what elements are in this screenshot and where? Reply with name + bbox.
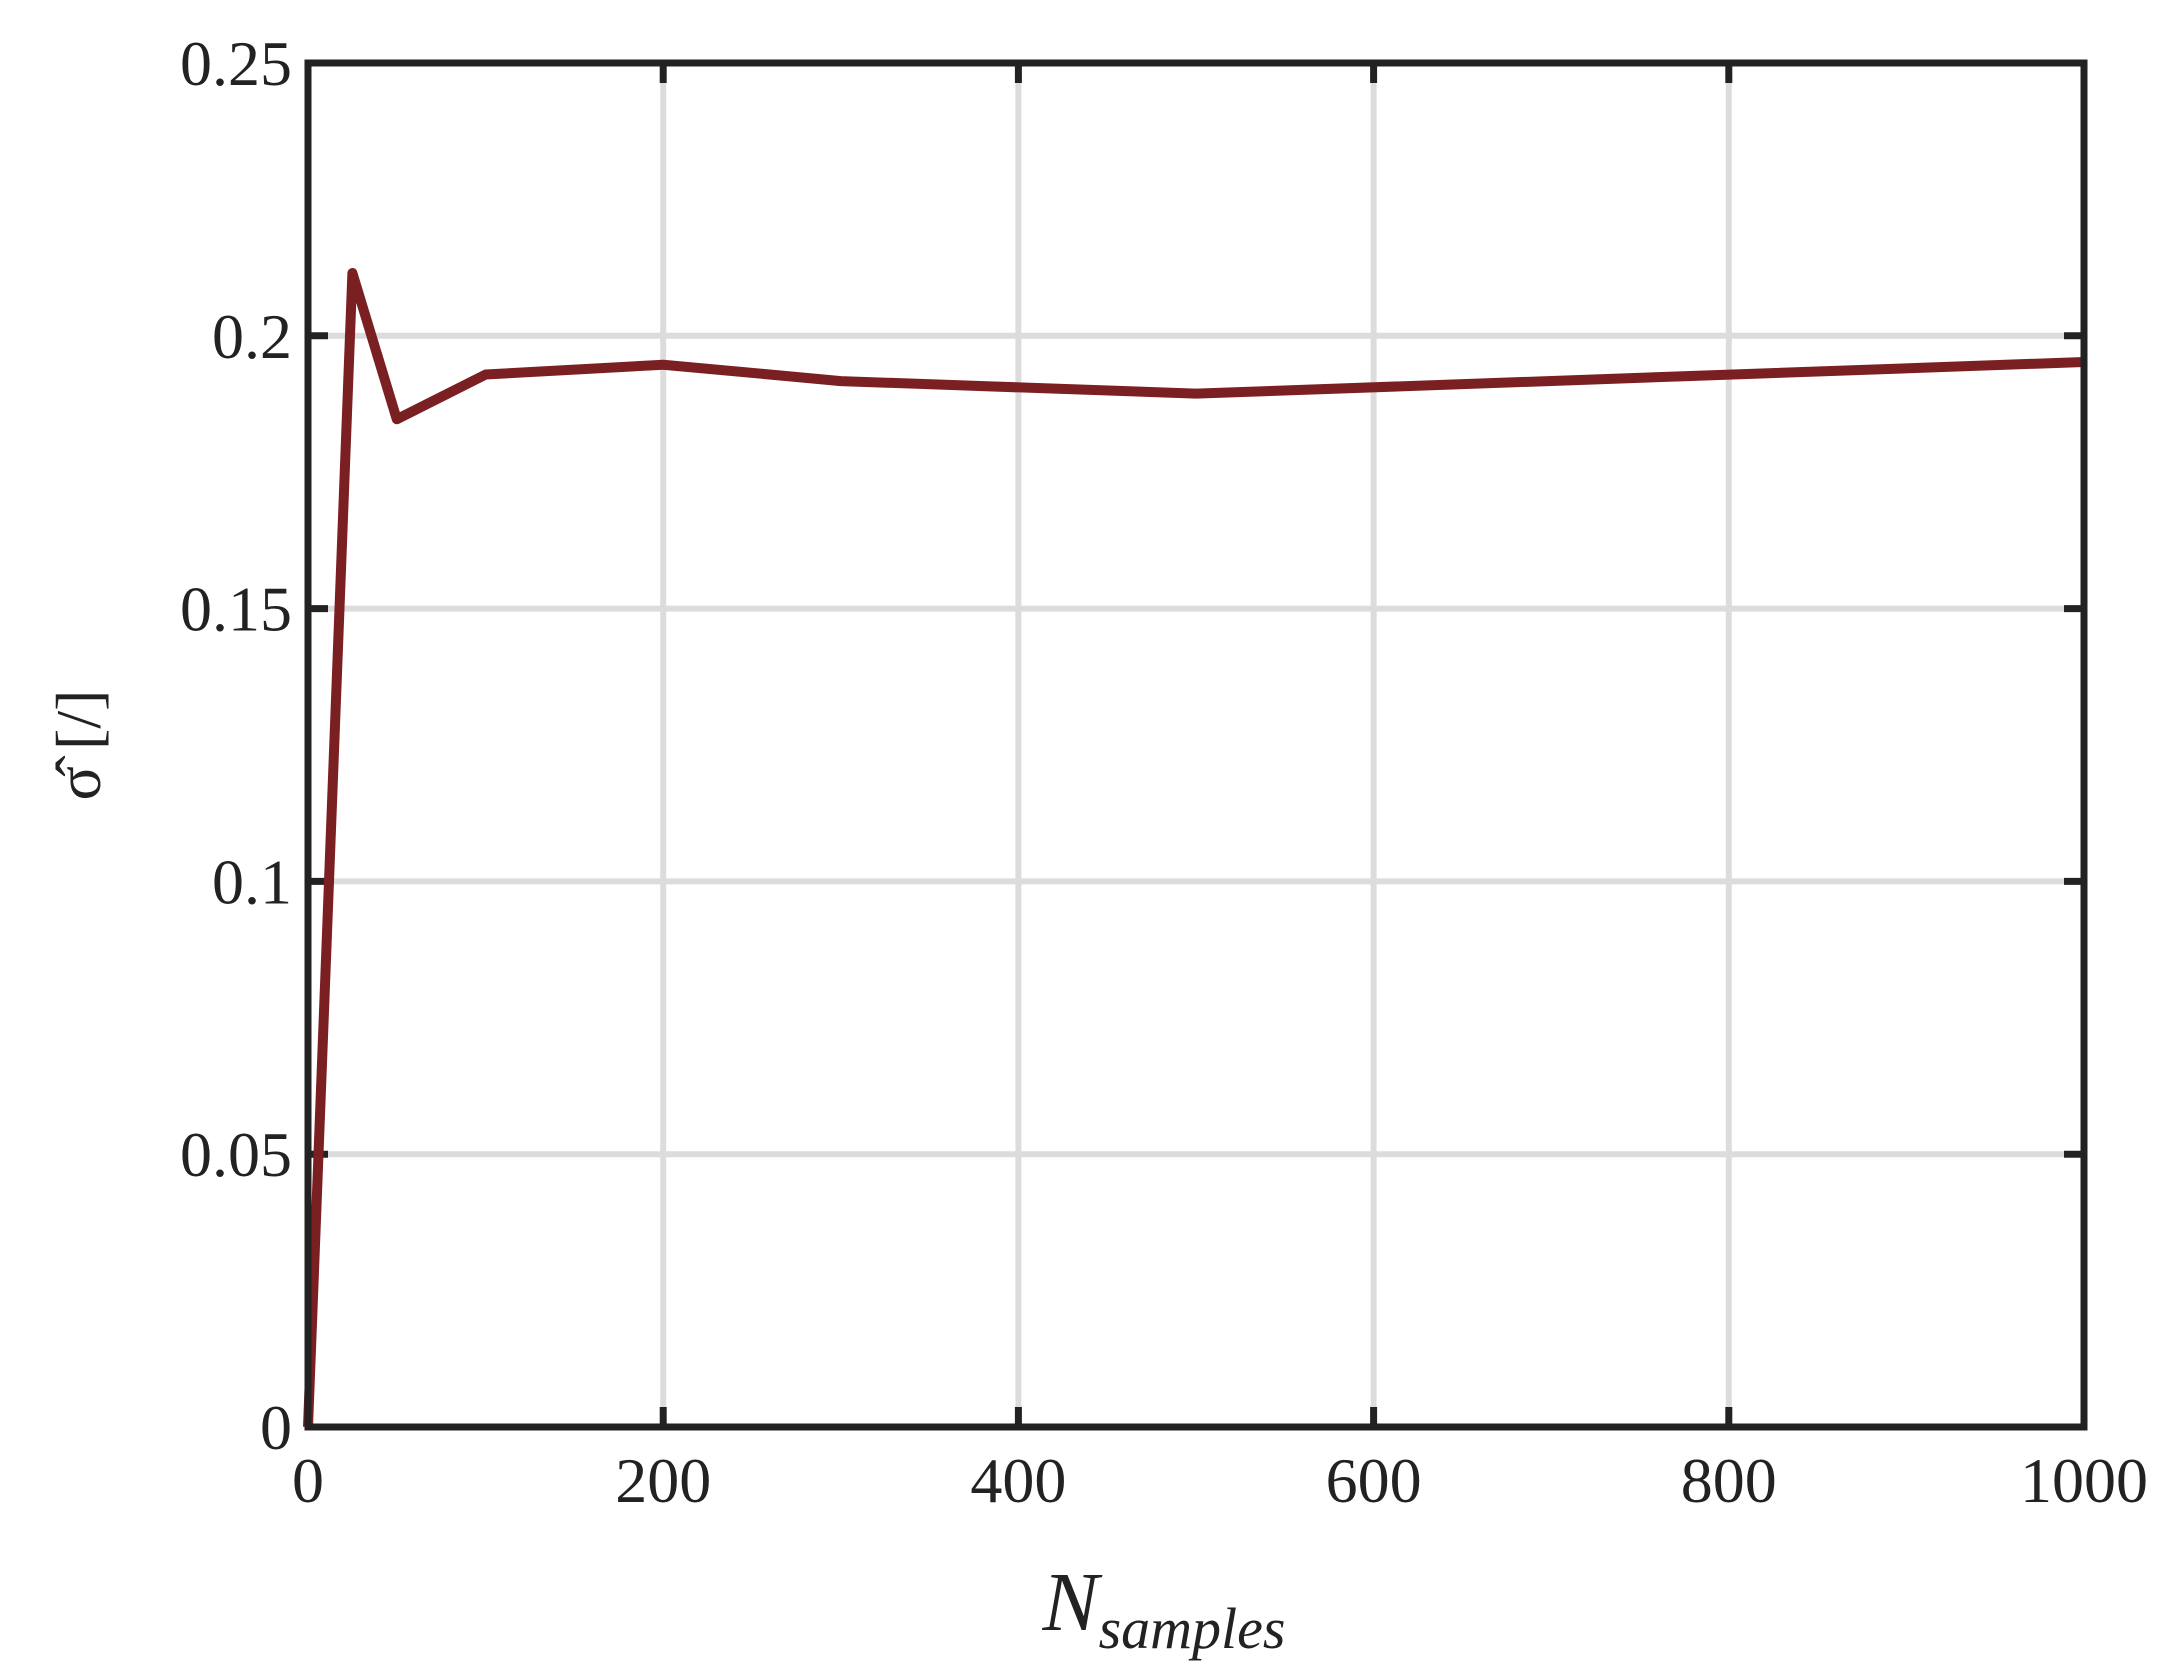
- y-tick-label: 0: [260, 1392, 292, 1463]
- x-tick-label: 200: [615, 1445, 711, 1516]
- x-tick-label: 600: [1326, 1445, 1422, 1516]
- x-tick-label: 800: [1681, 1445, 1777, 1516]
- y-tick-label: 0.1: [212, 846, 292, 917]
- x-label-sub: samples: [1099, 1596, 1286, 1661]
- data-line: [303, 268, 2085, 1428]
- x-label-main: N: [1042, 1556, 1103, 1649]
- y-axis-label: σ̂ [/]: [43, 690, 114, 801]
- y-tick-label: 0.15: [180, 574, 292, 645]
- y-tick-label: 0.05: [180, 1119, 292, 1190]
- x-tick-label: 400: [970, 1445, 1066, 1516]
- plot-frame: [304, 59, 2088, 1431]
- y-tick-label: 0.25: [180, 28, 292, 99]
- y-tick-label: 0.2: [212, 301, 292, 372]
- x-tick-label: 0: [292, 1445, 324, 1516]
- x-tick-label: 1000: [2020, 1445, 2148, 1516]
- x-axis-label: Nsamples: [1042, 1556, 1286, 1661]
